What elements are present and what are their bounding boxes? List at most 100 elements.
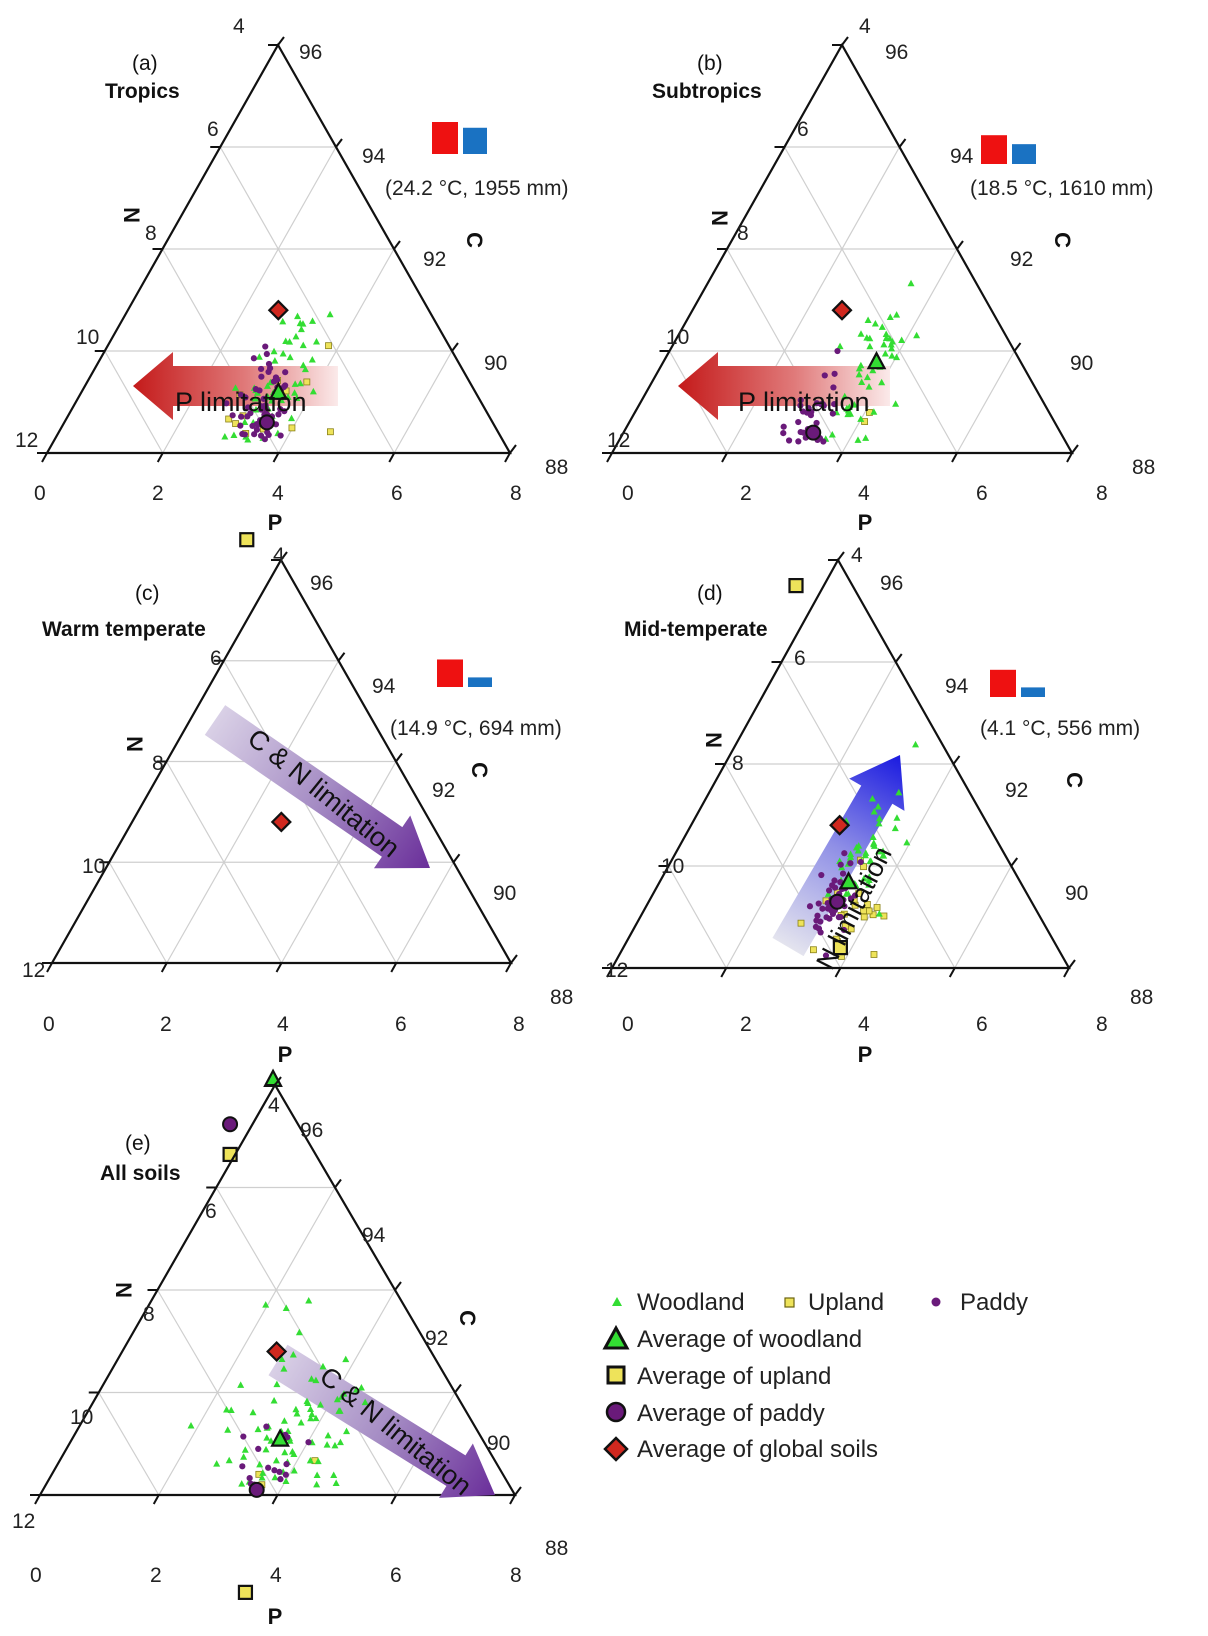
woodland-point	[869, 366, 877, 374]
p-axis-label: P	[858, 1042, 873, 1067]
woodland-point	[213, 1460, 221, 1467]
c-tick-mark	[510, 954, 518, 964]
woodland-point	[187, 1421, 195, 1429]
woodland-point	[273, 1380, 281, 1388]
woodland-point	[361, 1398, 369, 1406]
panel-letter: (b)	[697, 52, 723, 75]
c-tick-mark	[335, 138, 343, 148]
p-tick-4: 4	[858, 1013, 870, 1036]
c-tick-88: 88	[1132, 456, 1155, 479]
temperature-bar	[432, 122, 458, 154]
woodland-point	[316, 1401, 324, 1408]
woodland-point	[286, 353, 294, 361]
paddy-point	[246, 1474, 253, 1482]
legend-upland-label: Upland	[808, 1289, 884, 1316]
woodland-point	[278, 1355, 286, 1362]
woodland-point	[313, 1480, 321, 1488]
legend-woodland-symbol	[612, 1297, 622, 1306]
precipitation-bar	[1021, 687, 1045, 697]
grid-line	[839, 763, 955, 969]
woodland-point	[272, 1456, 280, 1464]
paddy-point	[257, 365, 265, 373]
climate-label: (18.5 °C, 1610 mm)	[970, 177, 1153, 200]
grid-line	[280, 761, 397, 964]
woodland-point	[874, 847, 882, 855]
avg-upland-marker	[832, 939, 848, 956]
c-tick-mark	[395, 752, 403, 763]
n-tick-12: 12	[607, 429, 630, 452]
woodland-point	[893, 814, 901, 821]
paddy-point	[839, 870, 847, 877]
c-tick-96: 96	[885, 41, 908, 64]
woodland-point	[280, 1365, 288, 1372]
woodland-point	[886, 334, 894, 342]
upland-point	[810, 946, 817, 954]
p-tick-mark	[948, 967, 956, 978]
c-tick-96: 96	[299, 41, 322, 64]
paddy-point	[282, 1471, 289, 1478]
upland-point	[863, 900, 871, 908]
paddy-point	[819, 905, 826, 912]
woodland-point	[870, 840, 878, 848]
paddy-point	[813, 419, 820, 427]
woodland-point	[221, 433, 229, 440]
avg-paddy-marker	[805, 424, 822, 441]
panel-title: Subtropics	[652, 80, 762, 103]
c-tick-94: 94	[950, 145, 974, 168]
climate-label: (14.9 °C, 694 mm)	[390, 717, 562, 740]
woodland-point	[892, 400, 900, 407]
paddy-point	[785, 437, 793, 444]
woodland-point	[279, 317, 287, 325]
c-tick-mark	[509, 444, 517, 454]
precipitation-bar	[1012, 144, 1036, 164]
legend-paddy-label: Paddy	[960, 1289, 1028, 1316]
woodland-point	[312, 1414, 320, 1422]
woodland-point	[262, 1445, 270, 1453]
woodland-point	[309, 317, 317, 324]
woodland-point	[326, 310, 334, 318]
woodland-point	[331, 1441, 339, 1449]
panel-letter: (e)	[125, 1132, 151, 1155]
c-tick-mark	[952, 755, 961, 765]
c-tick-mark	[841, 36, 849, 46]
n-tick-4: 4	[233, 15, 245, 38]
woodland-point	[308, 1375, 316, 1382]
woodland-point	[340, 1390, 348, 1397]
plot-area	[602, 551, 1076, 978]
precipitation-bar	[468, 677, 492, 687]
paddy-point	[265, 431, 272, 439]
legend-avg-global-label: Average of global soils	[637, 1436, 878, 1463]
paddy-point	[274, 376, 281, 383]
upland-point	[303, 378, 311, 386]
p-tick-6: 6	[390, 1564, 402, 1587]
woodland-point	[304, 1399, 312, 1407]
plot-area	[37, 36, 517, 548]
paddy-point	[251, 431, 258, 438]
n-tick-12: 12	[12, 1510, 35, 1533]
c-tick-mark	[956, 240, 964, 250]
n-tick-10: 10	[76, 326, 99, 349]
plot-area	[42, 551, 518, 1163]
paddy-point	[829, 410, 836, 417]
panel-warm-temperate: (c) Warm temperate (14.9 °C, 694 mm) 4 6…	[22, 544, 573, 1163]
avg-woodland-marker	[263, 1068, 283, 1087]
paddy-point	[237, 391, 244, 398]
c-tick-mark	[898, 138, 907, 148]
woodland-point	[319, 1362, 327, 1370]
c-tick-94: 94	[372, 675, 396, 698]
arrow-label: C & N limitation	[314, 1361, 477, 1501]
woodland-point	[336, 1438, 344, 1446]
p-tick-6: 6	[395, 1013, 407, 1036]
woodland-point	[879, 847, 887, 855]
p-tick-0: 0	[34, 482, 46, 505]
woodland-point	[333, 1395, 341, 1403]
woodland-point	[878, 323, 886, 330]
p-tick-6: 6	[391, 482, 403, 505]
woodland-point	[299, 320, 307, 327]
p-tick-4: 4	[277, 1013, 289, 1036]
upland-point	[225, 415, 233, 423]
woodland-point	[324, 1431, 332, 1439]
p-tick-mark	[271, 1494, 279, 1505]
p-tick-0: 0	[30, 1564, 42, 1587]
c-axis-label: C	[1062, 772, 1087, 788]
